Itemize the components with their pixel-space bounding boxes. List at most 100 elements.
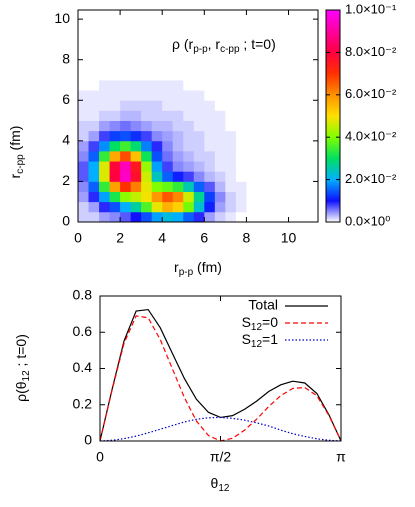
heatmap-cell (309, 39, 318, 50)
heatmap-cell (130, 79, 142, 91)
y-tick-label: 6 (62, 91, 70, 107)
heatmap-cell (214, 130, 226, 142)
heatmap-cell (78, 120, 89, 132)
heatmap-cell (235, 191, 247, 203)
heatmap-cell (88, 19, 100, 30)
heatmap-cell (193, 19, 205, 30)
heatmap-cell (162, 100, 174, 111)
heatmap-cell (88, 59, 100, 71)
legend-label: S12=1 (242, 331, 279, 350)
heatmap-cell (151, 140, 163, 152)
heatmap-cell (120, 120, 132, 132)
heatmap-cell (88, 201, 100, 213)
heatmap-cell (151, 161, 163, 172)
heatmap-cell (256, 90, 268, 101)
heatmap-cell (151, 191, 163, 203)
heatmap-cell (299, 100, 310, 111)
heatmap-cell (235, 39, 247, 50)
text-part: (fm) (7, 126, 23, 155)
heatmap-cell (299, 69, 310, 81)
subscript: c-pp (15, 154, 26, 174)
y-tick-label: 0 (62, 213, 70, 229)
text-part: ρ (r (172, 36, 194, 52)
heatmap-cell (225, 90, 237, 101)
heatmap-cell (130, 19, 142, 30)
heatmap-cell (278, 110, 289, 121)
heatmap-cell (214, 19, 226, 30)
heatmap-cell (172, 130, 184, 142)
heatmap-cell (235, 69, 247, 81)
heatmap-cell (151, 171, 163, 182)
heatmap-cell (162, 79, 174, 91)
heatmap-cell (225, 39, 237, 50)
heatmap-cell (225, 211, 237, 222)
heatmap-cell (88, 49, 100, 61)
heatmap-cell (288, 100, 300, 111)
heatmap-cell (99, 19, 110, 30)
heatmap-cell (162, 150, 174, 162)
heatmap-cell (88, 90, 100, 101)
heatmap-cell (183, 100, 195, 111)
heatmap-cell (109, 191, 121, 203)
heatmap-cell (214, 79, 226, 91)
heatmap-cell (299, 90, 310, 101)
heatmap-cell (193, 59, 205, 71)
heatmap-cell (172, 90, 184, 101)
heatmap-cell (204, 10, 216, 20)
heatmap-cell (183, 39, 195, 50)
heatmap-cell (78, 161, 89, 172)
heatmap-cell (214, 29, 226, 40)
heatmap-cell (256, 29, 268, 40)
heatmap-cell (204, 90, 216, 101)
heatmap-cell (162, 171, 174, 182)
heatmap-cell (172, 120, 184, 132)
heatmap-cell (88, 120, 100, 132)
line-series (100, 308, 341, 441)
heatmap-cell (204, 140, 216, 152)
heatmap-cell (267, 90, 279, 101)
heatmap-cell (141, 120, 153, 132)
heatmap-cell (183, 150, 195, 162)
heatmap-cell (193, 39, 205, 50)
heatmap-cell (151, 69, 163, 81)
heatmap-cell (183, 201, 195, 213)
heatmap-cell (162, 130, 174, 142)
heatmap-cell (78, 211, 89, 222)
heatmap-cell (235, 161, 247, 172)
text-part: =1 (262, 331, 278, 347)
heatmap-cell (288, 150, 300, 162)
heatmap-cell (225, 201, 237, 213)
heatmap-cell (109, 140, 121, 152)
heatmap-cell (256, 10, 268, 20)
heatmap-cell (109, 90, 121, 101)
heatmap-cell (99, 211, 110, 222)
heatmap-cell (246, 161, 258, 172)
heatmap-cell (99, 140, 110, 152)
heatmap-cell (151, 29, 163, 40)
heatmap-cell (172, 140, 184, 152)
heatmap-cell (225, 100, 237, 111)
heatmap-cell (99, 29, 110, 40)
colorbar-tick-label: 8.0×10⁻² (345, 44, 397, 59)
heatmap-cell (225, 150, 237, 162)
heatmap-cell (88, 181, 100, 192)
heatmap-cell (172, 69, 184, 81)
heatmap-cell (130, 150, 142, 162)
heatmap-cell (299, 140, 310, 152)
heatmap-cell (88, 100, 100, 111)
heatmap-cell (267, 79, 279, 91)
heatmap-cell (183, 191, 195, 203)
heatmap-cell (288, 29, 300, 40)
heatmap-cell (120, 10, 132, 20)
heatmap-cell (278, 201, 289, 213)
heatmap-cell (309, 120, 318, 132)
heatmap-cell (225, 59, 237, 71)
text-part: ; t=0) (240, 36, 276, 52)
heatmap-cell (278, 161, 289, 172)
heatmap-cell (151, 130, 163, 142)
heatmap-cell (193, 181, 205, 192)
heatmap-cell (309, 201, 318, 213)
heatmap-cell (256, 201, 268, 213)
heatmap-cell (214, 191, 226, 203)
heatmap-cell (235, 181, 247, 192)
